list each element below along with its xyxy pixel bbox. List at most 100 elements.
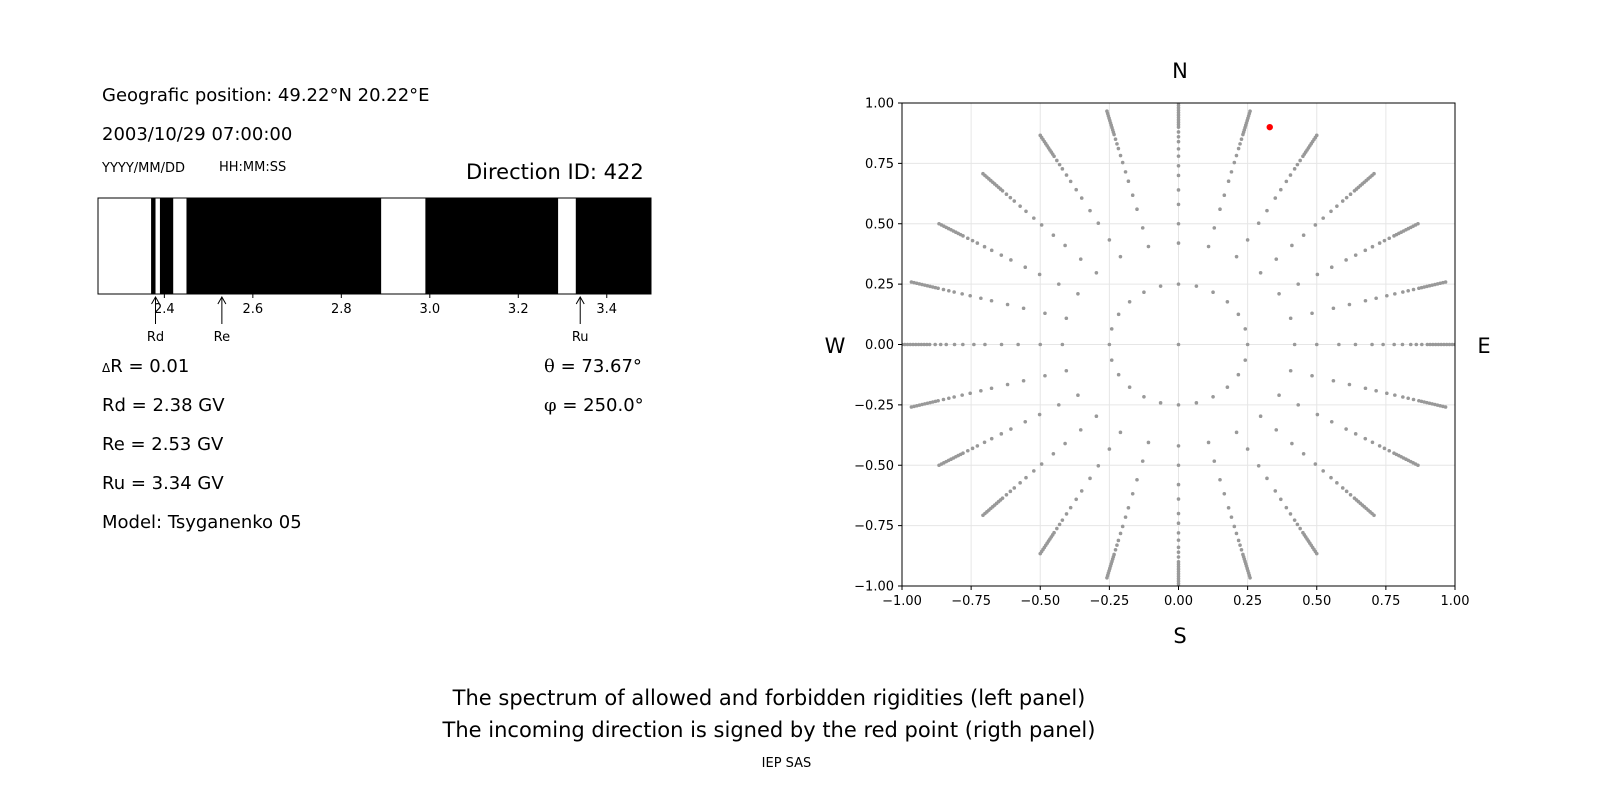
direction-point	[1382, 446, 1387, 451]
direction-point	[1118, 153, 1123, 158]
direction-point	[1060, 342, 1065, 347]
west-label: W	[825, 334, 846, 358]
direction-point	[916, 342, 921, 347]
x-tick-label: 2.8	[331, 302, 352, 317]
direction-point	[1004, 192, 1009, 197]
forbidden-band	[425, 198, 559, 294]
direction-point	[1234, 430, 1239, 435]
direction-point	[1344, 427, 1348, 431]
direction-point	[1347, 382, 1352, 387]
direction-point	[1288, 368, 1293, 373]
phi-value: φ = 250.0°	[544, 395, 644, 416]
direction-point	[1146, 244, 1151, 249]
south-label: S	[1173, 624, 1186, 648]
direction-point	[1420, 342, 1424, 347]
direction-point	[981, 171, 985, 176]
direction-point	[1057, 522, 1062, 527]
delta-r-value: R = 0.01	[110, 356, 190, 377]
direction-point	[1107, 342, 1112, 347]
direction-point	[937, 463, 941, 468]
direction-point	[1120, 160, 1125, 165]
direction-point	[1363, 248, 1368, 253]
direction-point	[1120, 524, 1125, 529]
direction-point	[960, 393, 964, 397]
direction-point	[989, 298, 994, 303]
direction-point	[1064, 316, 1069, 321]
forbidden-band	[186, 198, 382, 294]
direction-point	[922, 342, 926, 347]
time-format-label: HH:MM:SS	[219, 160, 287, 175]
direction-point	[1212, 459, 1217, 463]
direction-point	[1068, 179, 1073, 184]
direction-point	[1439, 342, 1443, 347]
direction-point	[1074, 187, 1078, 192]
direction-point	[1056, 282, 1061, 286]
direction-point	[1408, 342, 1413, 347]
direction-point	[1024, 209, 1028, 214]
direction-point	[1094, 270, 1099, 275]
direction-point	[952, 342, 957, 347]
x-tick-label: 1.00	[1441, 594, 1470, 609]
direction-point	[961, 342, 965, 347]
direction-point	[1310, 373, 1314, 378]
direction-point	[1442, 342, 1446, 347]
direction-point	[1118, 254, 1123, 259]
phi-symbol: φ	[544, 395, 557, 416]
direction-id: Direction ID: 422	[466, 160, 644, 184]
direction-point	[1105, 575, 1109, 580]
direction-point	[1176, 531, 1181, 535]
delta-r: ΔR = 0.01	[102, 356, 189, 377]
direction-point	[989, 436, 994, 441]
direction-point	[1176, 154, 1181, 158]
direction-point	[1005, 302, 1010, 307]
direction-point	[1115, 142, 1119, 146]
direction-point	[1055, 526, 1059, 531]
direction-point	[1135, 207, 1139, 212]
direction-point	[952, 290, 956, 294]
direction-point	[979, 388, 983, 393]
direction-point	[1248, 109, 1252, 114]
direction-point	[1218, 207, 1222, 212]
marker-arrow-head	[575, 295, 585, 305]
direction-point	[1158, 401, 1163, 405]
y-tick-label: −0.25	[854, 398, 894, 413]
direction-point	[1037, 412, 1042, 417]
y-tick-label: 0.25	[865, 278, 894, 293]
direction-point	[1265, 208, 1269, 213]
direction-point	[941, 287, 946, 292]
direction-point	[1079, 489, 1084, 493]
direction-point	[989, 386, 994, 391]
direction-point	[1023, 265, 1028, 270]
theta-symbol: θ	[544, 356, 555, 377]
direction-point	[1194, 284, 1199, 288]
direction-point	[1109, 358, 1114, 362]
direction-point	[1064, 512, 1069, 516]
marker-label: Ru	[572, 330, 589, 345]
direction-point	[999, 253, 1004, 257]
caption-line-2: The incoming direction is signed by the …	[442, 718, 1096, 742]
direction-point	[1232, 160, 1237, 165]
direction-point	[1176, 241, 1181, 245]
direction-point	[1076, 291, 1080, 296]
direction-point	[1176, 342, 1181, 347]
direction-point	[1301, 451, 1306, 456]
direction-point	[1290, 243, 1294, 248]
direction-point	[1335, 481, 1339, 485]
direction-point	[1314, 551, 1319, 556]
rigidity-spectrum-chart: 2.4 2.6 2.8 3.0 3.2 3.4 Rd Re Ru	[97, 197, 652, 345]
direction-point	[925, 342, 929, 347]
direction-point	[960, 292, 964, 296]
direction-point	[1353, 253, 1358, 257]
direction-point	[1176, 497, 1181, 501]
direction-point	[968, 391, 972, 396]
direction-point	[1064, 173, 1069, 177]
direction-point	[1288, 512, 1293, 516]
direction-point	[1078, 428, 1083, 432]
direction-point	[1229, 170, 1234, 174]
direction-point	[1051, 233, 1056, 238]
theta-value: θ = 73.67°	[544, 356, 642, 377]
direction-point	[1116, 372, 1121, 377]
y-tick-label: 1.00	[865, 97, 894, 112]
direction-point	[1443, 405, 1448, 409]
direction-point	[1005, 382, 1010, 387]
